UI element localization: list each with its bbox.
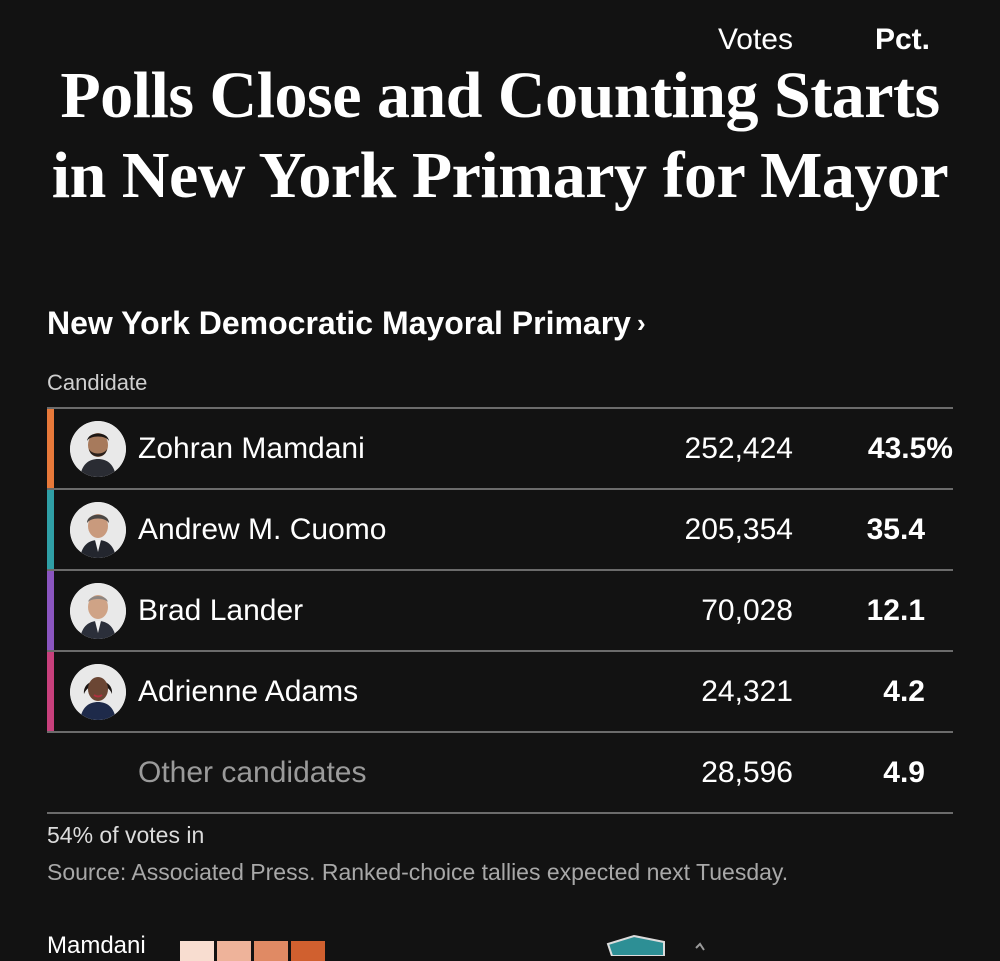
column-header-candidate: Candidate: [47, 370, 148, 395]
candidate-votes: 205,354: [684, 513, 793, 546]
candidate-pct: 12.1: [866, 594, 925, 627]
candidate-color-bar: [47, 571, 54, 650]
candidate-name: Brad Lander: [138, 594, 304, 627]
results-table: Zohran Mamdani 252,424 43.5% Andrew M. C…: [47, 407, 953, 814]
candidate-name: Adrienne Adams: [138, 675, 359, 708]
table-row: Brad Lander 70,028 12.1: [47, 571, 953, 652]
table-row-other: Other candidates 28,596 4.9: [47, 733, 953, 814]
candidate-color-bar: [47, 652, 54, 731]
reporting-status: 54% of votes in: [47, 822, 205, 848]
legend-swatch: [254, 941, 288, 961]
table-row: Adrienne Adams 24,321 4.2: [47, 652, 953, 733]
candidate-votes: 252,424: [684, 432, 793, 465]
legend-swatch: [180, 941, 214, 961]
candidate-pct: 43.5%: [867, 432, 953, 465]
candidate-votes: 24,321: [701, 675, 793, 708]
legend-label: Mamdani: [47, 932, 146, 959]
table-row: Zohran Mamdani 252,424 43.5%: [47, 409, 953, 490]
column-header-votes: Votes: [717, 23, 793, 56]
candidate-pct: 4.2: [883, 675, 925, 708]
race-title-text: New York Democratic Mayoral Primary: [47, 305, 631, 341]
candidate-name: Zohran Mamdani: [138, 432, 365, 465]
headline-line-1: Polls Close and Counting Starts: [60, 59, 940, 132]
candidate-photo-icon: [70, 583, 126, 639]
legend-swatch: [291, 941, 325, 961]
map-fragment: [606, 934, 705, 956]
candidate-votes: 70,028: [701, 594, 793, 627]
column-header-pct: Pct.: [874, 23, 930, 56]
candidate-votes: 28,596: [701, 756, 793, 789]
candidate-photo-icon: [70, 664, 126, 720]
headline-line-2: in New York Primary for Mayor: [51, 139, 949, 212]
candidate-photo-icon: [70, 421, 126, 477]
headline: Polls Close and Counting Starts in New Y…: [0, 56, 1000, 216]
candidate-color-bar: [47, 490, 54, 569]
candidate-name: Andrew M. Cuomo: [138, 513, 387, 546]
legend-swatch: [217, 941, 251, 961]
candidate-pct: 35.4: [866, 513, 925, 546]
candidate-photo-icon: [70, 502, 126, 558]
candidate-color-bar: [47, 409, 54, 488]
race-title-link[interactable]: New York Democratic Mayoral Primary ›: [47, 305, 646, 342]
chevron-right-icon: ›: [636, 308, 646, 338]
candidate-pct: 4.9: [883, 756, 925, 789]
table-row: Andrew M. Cuomo 205,354 35.4: [47, 490, 953, 571]
source-note: Source: Associated Press. Ranked-choice …: [47, 859, 789, 885]
other-candidates-label: Other candidates: [138, 756, 367, 789]
